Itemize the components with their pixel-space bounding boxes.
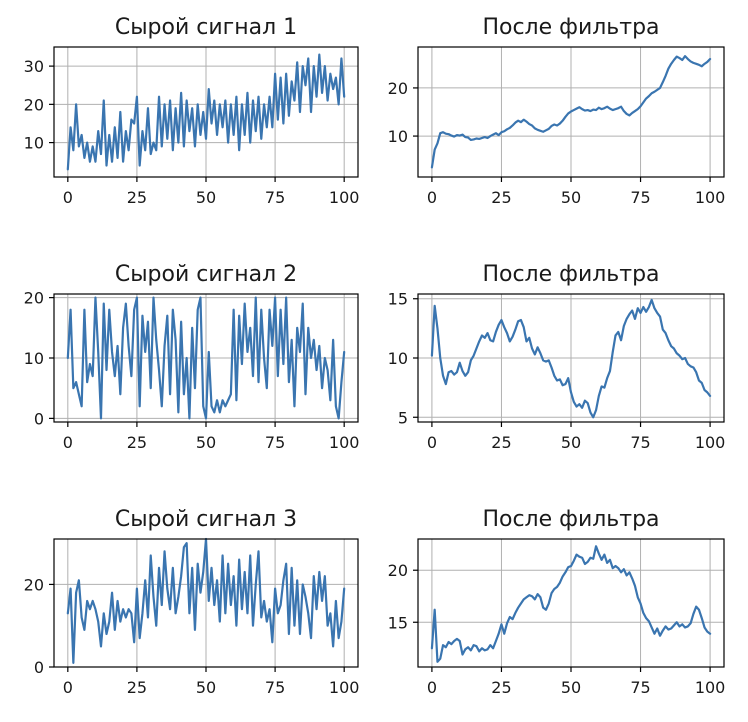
- x-tick-label: 100: [695, 188, 726, 207]
- x-tick-label: 50: [196, 433, 216, 452]
- y-tick-label: 10: [388, 127, 408, 146]
- y-tick-label: 10: [388, 349, 408, 368]
- axes-frame: [53, 293, 359, 423]
- y-tick-label: 5: [398, 408, 408, 427]
- x-tick-label: 100: [695, 433, 726, 452]
- x-tick-label: 50: [561, 433, 581, 452]
- x-tick-label: 0: [63, 678, 73, 697]
- y-tick-label: 15: [388, 290, 408, 309]
- subplot-title: После фильтра: [482, 15, 659, 40]
- x-tick-label: 100: [695, 678, 726, 697]
- y-tick-label: 20: [24, 95, 44, 114]
- axes-frame: [417, 538, 725, 668]
- x-tick-label: 50: [196, 188, 216, 207]
- x-tick-label: 50: [561, 188, 581, 207]
- x-tick-label: 75: [265, 678, 285, 697]
- y-tick-label: 20: [24, 575, 44, 594]
- x-tick-label: 75: [265, 188, 285, 207]
- x-tick-label: 0: [427, 188, 437, 207]
- y-tick-label: 10: [24, 134, 44, 153]
- x-tick-label: 25: [491, 678, 511, 697]
- series-line: [66, 296, 346, 420]
- axes-frame: [417, 46, 725, 178]
- x-tick-label: 0: [63, 433, 73, 452]
- subplot-title: Сырой сигнал 3: [115, 507, 297, 532]
- x-tick-label: 0: [63, 188, 73, 207]
- subplot-5: Сырой сигнал 3 0 25 50 75 100 0 20: [24, 507, 360, 697]
- subplot-2: После фильтра 0 25 50 75 100 10 20: [388, 15, 726, 207]
- x-tick-label: 25: [127, 433, 147, 452]
- y-tick-label: 20: [24, 289, 44, 308]
- x-tick-label: 75: [630, 678, 650, 697]
- x-tick-label: 75: [630, 188, 650, 207]
- y-tick-label: 0: [34, 658, 44, 677]
- x-tick-label: 50: [196, 678, 216, 697]
- subplot-6: После фильтра 0 25 50 75 100 15 20: [388, 507, 726, 697]
- x-tick-label: 25: [491, 433, 511, 452]
- series-line: [66, 53, 346, 171]
- x-tick-label: 0: [427, 678, 437, 697]
- axes-frame: [53, 538, 359, 668]
- series-line: [430, 55, 712, 169]
- x-tick-label: 25: [127, 678, 147, 697]
- series-line: [430, 545, 712, 663]
- x-tick-label: 100: [329, 678, 360, 697]
- x-tick-label: 100: [329, 188, 360, 207]
- y-tick-label: 30: [24, 57, 44, 76]
- y-tick-label: 0: [34, 409, 44, 428]
- y-tick-label: 20: [388, 561, 408, 580]
- axes-frame: [53, 46, 359, 178]
- subplot-3: Сырой сигнал 2 0 25 50 75 100 0 10 20: [24, 262, 360, 452]
- series-line: [430, 298, 712, 419]
- x-tick-label: 50: [561, 678, 581, 697]
- x-tick-label: 100: [329, 433, 360, 452]
- y-tick-label: 10: [24, 349, 44, 368]
- subplot-1: Сырой сигнал 1 0 25 50 75 100 10 20 30: [24, 15, 360, 207]
- subplot-title: После фильтра: [482, 262, 659, 287]
- subplot-title: Сырой сигнал 1: [115, 15, 297, 40]
- x-tick-label: 75: [630, 433, 650, 452]
- x-tick-label: 25: [491, 188, 511, 207]
- subplot-title: Сырой сигнал 2: [115, 262, 297, 287]
- y-tick-label: 15: [388, 613, 408, 632]
- x-tick-label: 25: [127, 188, 147, 207]
- subplot-title: После фильтра: [482, 507, 659, 532]
- x-tick-label: 75: [265, 433, 285, 452]
- y-tick-label: 20: [388, 79, 408, 98]
- subplot-4: После фильтра 0 25 50 75 100 5 10 15: [388, 262, 726, 452]
- axes-frame: [417, 293, 725, 423]
- x-tick-label: 0: [427, 433, 437, 452]
